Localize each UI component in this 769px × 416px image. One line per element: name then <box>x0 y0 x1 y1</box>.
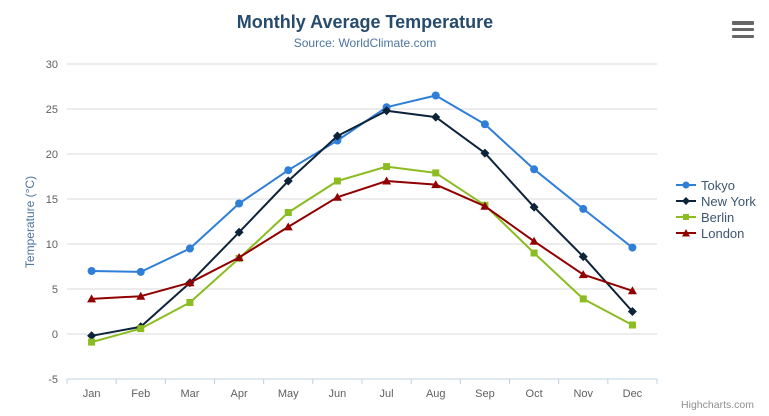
hamburger-menu-icon <box>732 21 754 25</box>
data-point-marker-new-york[interactable] <box>431 112 441 122</box>
data-point-marker-london[interactable] <box>480 201 490 210</box>
data-point-marker-new-york[interactable] <box>529 202 539 212</box>
legend-marker-circle-icon <box>676 181 696 189</box>
data-point-marker-tokyo[interactable] <box>480 120 489 129</box>
hamburger-menu-icon <box>732 34 754 38</box>
credits-link[interactable]: Highcharts.com <box>681 399 754 411</box>
y-axis-label: -5 <box>48 374 58 386</box>
chart-subtitle: Source: WorldClimate.com <box>293 36 437 50</box>
data-point-marker-london[interactable] <box>431 180 441 189</box>
data-point-marker-berlin[interactable] <box>530 249 538 257</box>
y-axis-label: 15 <box>46 194 58 206</box>
data-point-marker-tokyo[interactable] <box>431 91 440 100</box>
legend-marker-square-icon <box>676 214 696 220</box>
data-point-marker-tokyo[interactable] <box>87 267 96 275</box>
data-point-marker-tokyo[interactable] <box>628 243 637 252</box>
data-point-marker-london[interactable] <box>136 291 146 300</box>
y-axis-label: 10 <box>46 239 58 251</box>
legend-marker-triangle-icon <box>676 229 696 237</box>
x-axis-label: Feb <box>131 388 150 400</box>
legend-item-new-york[interactable]: New York <box>676 193 756 209</box>
x-axis-label: Sep <box>475 388 495 400</box>
data-point-marker-tokyo[interactable] <box>530 165 539 174</box>
y-axis-label: 5 <box>52 284 58 296</box>
data-point-marker-berlin[interactable] <box>432 169 440 177</box>
data-point-marker-london[interactable] <box>185 278 195 287</box>
x-axis-label: Jun <box>329 388 347 400</box>
y-axis-label: 25 <box>46 104 58 116</box>
series-london[interactable] <box>87 176 637 303</box>
data-point-marker-london[interactable] <box>87 294 97 303</box>
legend-item-berlin[interactable]: Berlin <box>676 209 756 225</box>
y-axis-label: 20 <box>46 149 58 161</box>
legend: Tokyo New York Berlin London <box>676 177 756 241</box>
legend-label: London <box>701 225 745 241</box>
data-point-marker-berlin[interactable] <box>628 321 636 329</box>
data-point-marker-new-york[interactable] <box>234 227 244 237</box>
data-point-marker-new-york[interactable] <box>627 307 637 316</box>
data-point-marker-berlin[interactable] <box>333 177 341 185</box>
data-point-marker-berlin[interactable] <box>88 338 96 346</box>
x-axis-label: Jul <box>380 388 394 400</box>
x-axis-label: Dec <box>623 388 643 400</box>
data-point-marker-tokyo[interactable] <box>136 267 145 276</box>
data-point-marker-berlin[interactable] <box>579 295 587 303</box>
data-point-marker-london[interactable] <box>578 270 588 279</box>
data-point-marker-tokyo[interactable] <box>235 199 244 208</box>
data-point-marker-london[interactable] <box>234 253 244 261</box>
data-point-marker-london[interactable] <box>283 222 293 231</box>
legend-item-tokyo[interactable]: Tokyo <box>676 177 756 193</box>
data-point-marker-new-york[interactable] <box>332 131 342 141</box>
data-point-marker-new-york[interactable] <box>382 106 392 116</box>
data-point-marker-berlin[interactable] <box>137 325 145 333</box>
data-point-marker-london[interactable] <box>332 192 342 201</box>
x-axis-label: Apr <box>231 388 248 400</box>
data-point-marker-new-york[interactable] <box>283 176 293 186</box>
data-point-marker-london[interactable] <box>529 236 539 245</box>
data-point-marker-berlin[interactable] <box>284 209 292 216</box>
data-point-marker-new-york[interactable] <box>480 148 490 158</box>
x-axis-label: May <box>278 388 299 400</box>
legend-item-london[interactable]: London <box>676 225 756 241</box>
y-axis-label: 30 <box>46 59 58 71</box>
x-axis-label: Nov <box>573 388 593 400</box>
legend-label: Tokyo <box>701 177 735 193</box>
x-axis-label: Jan <box>83 388 101 400</box>
series-tokyo[interactable] <box>87 91 637 276</box>
chart-title: Monthly Average Temperature <box>236 12 494 32</box>
y-axis-title-wrap: Temperature (°C) <box>22 64 38 379</box>
data-point-marker-tokyo[interactable] <box>284 166 293 175</box>
data-point-marker-tokyo[interactable] <box>185 244 194 253</box>
data-point-marker-berlin[interactable] <box>186 299 194 306</box>
data-point-marker-tokyo[interactable] <box>579 204 588 213</box>
data-point-marker-new-york[interactable] <box>578 252 588 262</box>
y-axis-title: Temperature (°C) <box>23 175 37 268</box>
legend-marker-diamond-icon <box>676 197 696 205</box>
data-point-marker-berlin[interactable] <box>383 163 391 171</box>
data-point-marker-new-york[interactable] <box>87 331 97 341</box>
data-point-marker-london[interactable] <box>382 176 392 185</box>
data-point-marker-london[interactable] <box>627 286 637 295</box>
hamburger-menu-icon <box>732 27 754 32</box>
x-axis-label: Aug <box>426 388 446 400</box>
series-new-york[interactable] <box>87 106 637 341</box>
x-axis-label: Oct <box>526 388 543 400</box>
export-menu-button[interactable] <box>732 21 754 38</box>
legend-label: New York <box>701 193 756 209</box>
legend-label: Berlin <box>701 209 735 225</box>
y-axis-label: 0 <box>52 329 58 341</box>
x-axis-label: Mar <box>180 388 199 400</box>
